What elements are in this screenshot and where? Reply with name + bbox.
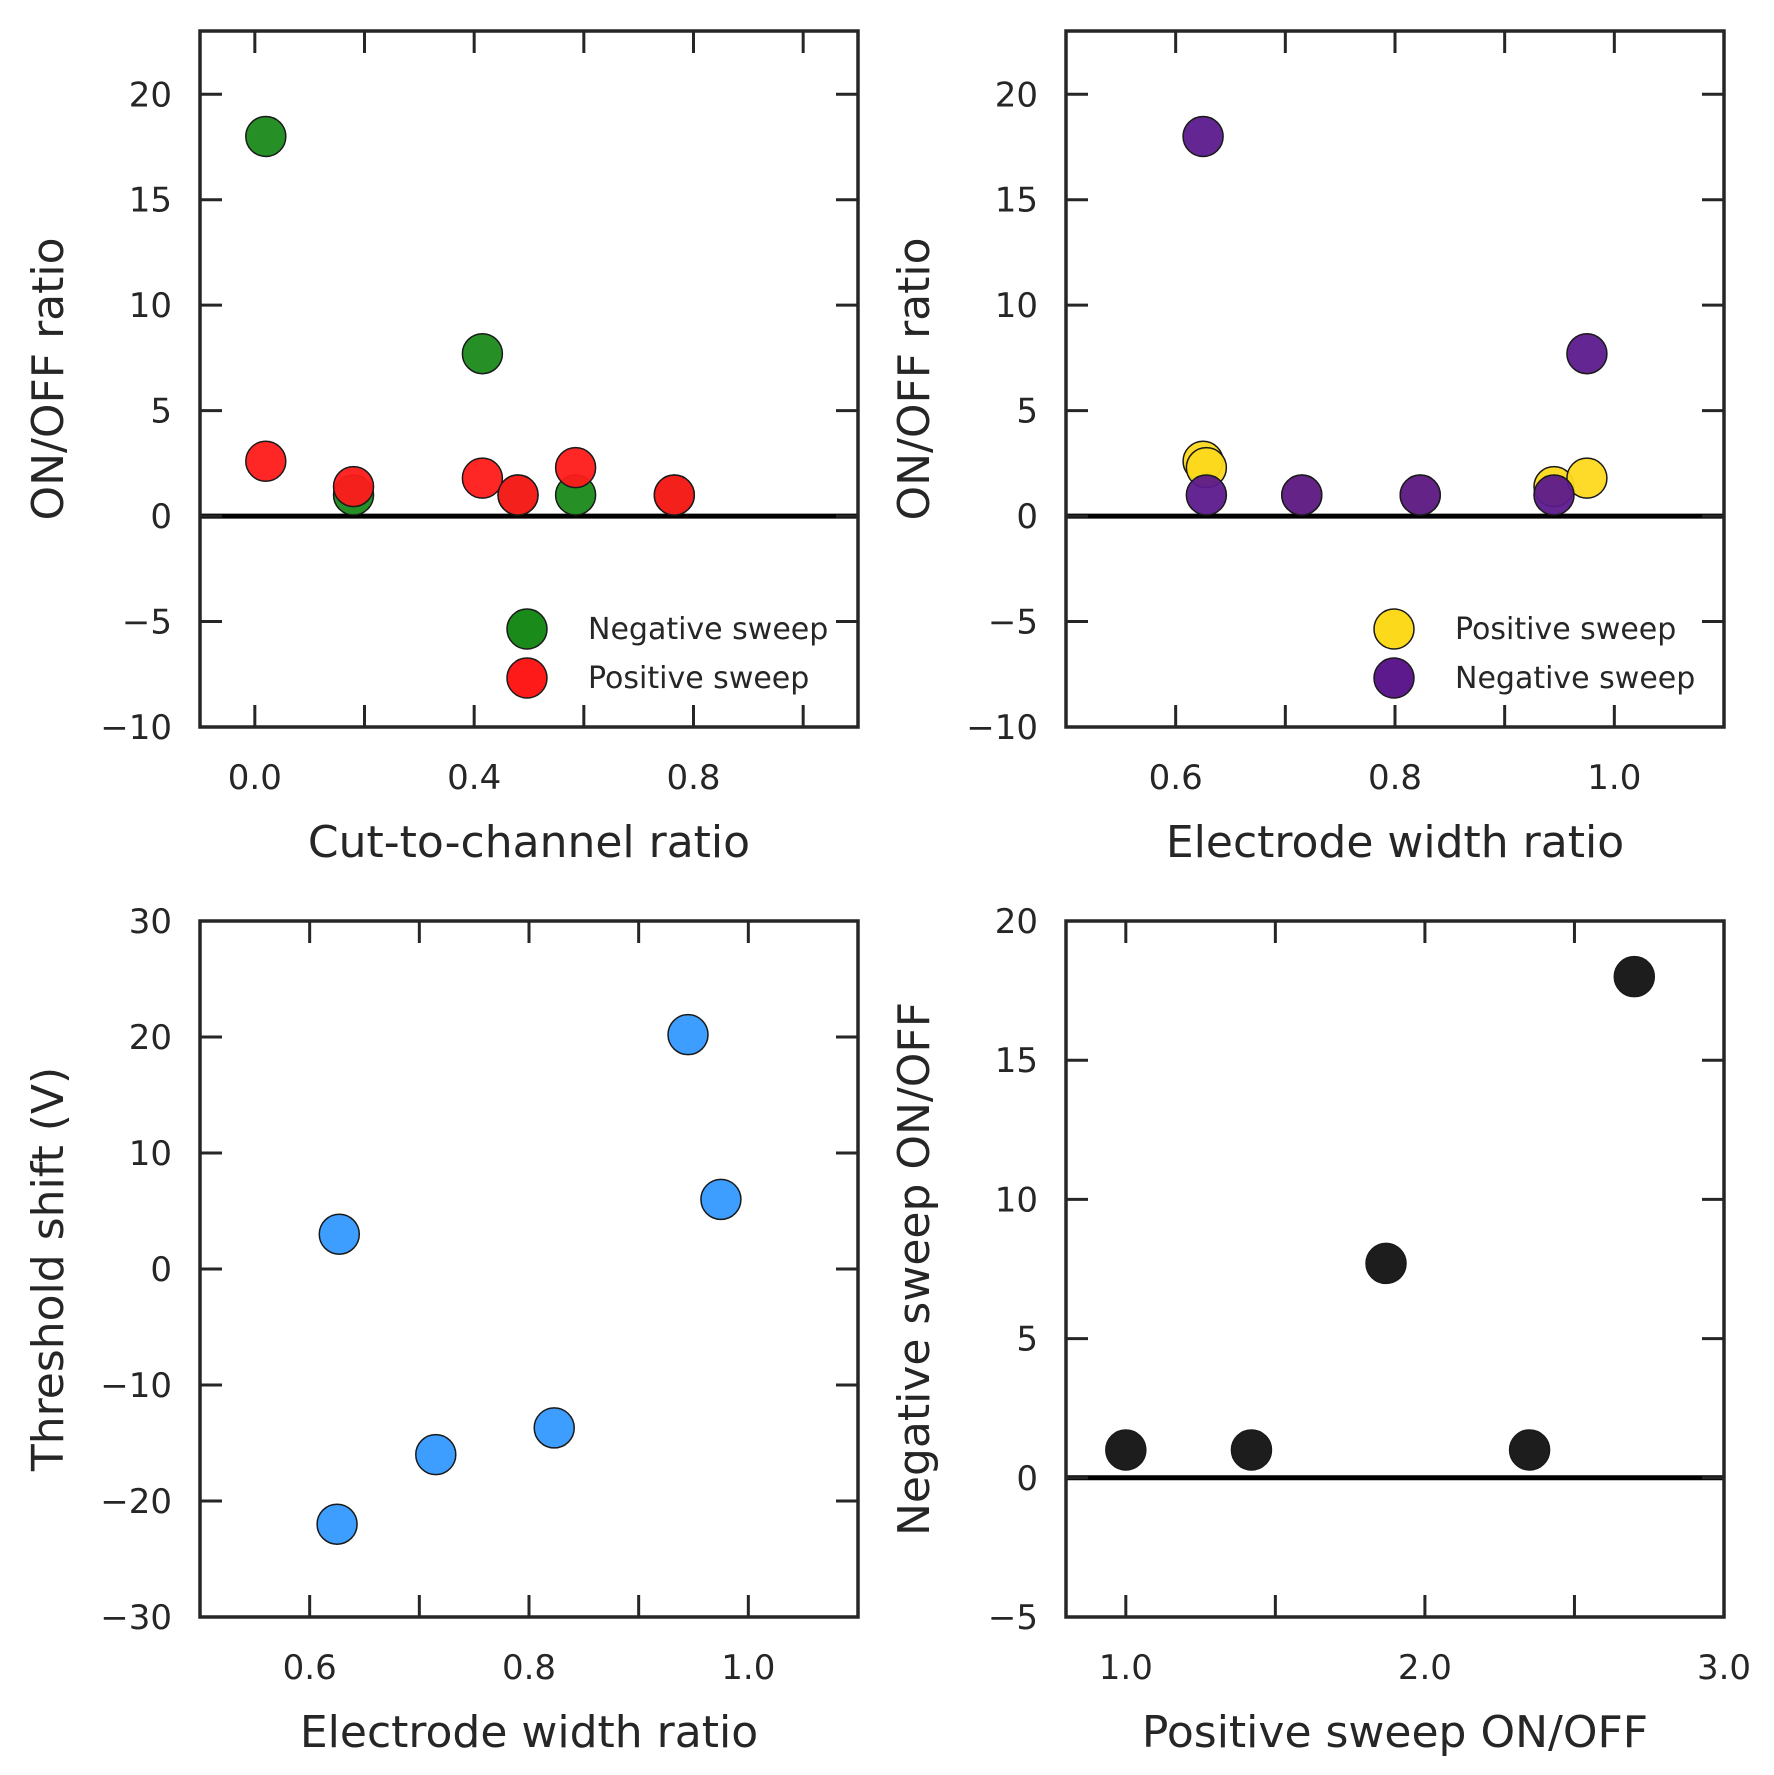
x-tick-label: 3.0 xyxy=(1697,1648,1751,1688)
series-1 xyxy=(1105,955,1656,1471)
data-point xyxy=(332,465,375,508)
data-point xyxy=(461,457,504,499)
y-tick-label: 0 xyxy=(1016,1459,1038,1499)
y-tick-label: −20 xyxy=(100,1482,172,1522)
y-tick-label: 15 xyxy=(995,181,1038,221)
data-point xyxy=(1185,474,1228,516)
x-tick-label: 0.6 xyxy=(1149,758,1203,798)
data-point xyxy=(1399,474,1441,516)
data-point xyxy=(245,115,287,158)
y-tick-label: 20 xyxy=(129,75,172,115)
y-tick-label: −5 xyxy=(988,603,1038,643)
y-tick-label: 0 xyxy=(150,1250,172,1290)
data-point xyxy=(1105,1429,1147,1471)
y-tick-label: 10 xyxy=(995,1180,1038,1220)
data-point xyxy=(497,474,539,516)
y-tick-label: −10 xyxy=(100,1366,172,1406)
data-point xyxy=(653,474,696,516)
y-tick-label: 30 xyxy=(129,902,172,942)
legend-marker xyxy=(506,608,548,650)
y-tick-label: 15 xyxy=(995,1041,1038,1081)
subplot-2: 0.6 0.8 1.0 −10 −5 0 5 10 15 20 Electrode width ra… xyxy=(889,29,1726,868)
legend: Positive sweep Negative sweep xyxy=(1373,608,1695,699)
y-tick-label: 20 xyxy=(129,1018,172,1058)
data-point xyxy=(1613,955,1656,998)
y-tick-label: −5 xyxy=(988,1598,1038,1638)
legend-entry: Negative sweep xyxy=(1455,661,1695,696)
x-axis-label: Electrode width ratio xyxy=(300,1707,758,1758)
data-point xyxy=(700,1178,742,1221)
y-tick-label: 0 xyxy=(150,497,172,537)
x-tick-label: 0.4 xyxy=(447,758,501,798)
y-axis-label: Negative sweep ON/OFF xyxy=(889,1002,940,1536)
y-tick-label: 10 xyxy=(129,286,172,326)
subplot-4: 1.0 2.0 3.0 −5 0 5 10 15 20 Positive sweep ON/OFF… xyxy=(889,902,1751,1758)
data-point xyxy=(1508,1429,1551,1471)
y-axis-label: Threshold shift (V) xyxy=(23,1067,74,1472)
y-tick-label: 10 xyxy=(129,1134,172,1174)
x-tick-label: 1.0 xyxy=(721,1648,775,1688)
y-axis-label: ON/OFF ratio xyxy=(889,237,940,520)
y-tick-label: 5 xyxy=(1016,1320,1038,1360)
plot-frame xyxy=(1064,919,1726,1619)
data-point xyxy=(554,446,597,489)
x-axis-label: Positive sweep ON/OFF xyxy=(1142,1707,1648,1758)
x-tick-label: 1.0 xyxy=(1587,758,1641,798)
y-tick-label: 5 xyxy=(150,392,172,432)
y-tick-label: −10 xyxy=(966,708,1038,748)
data-point xyxy=(1566,457,1608,499)
legend-entry: Negative sweep xyxy=(588,612,828,647)
legend-entry: Positive sweep xyxy=(1455,612,1676,647)
x-tick-label: 1.0 xyxy=(1099,1648,1153,1688)
y-axis-label: ON/OFF ratio xyxy=(23,237,74,520)
x-axis-label: Cut-to-channel ratio xyxy=(308,817,750,868)
legend: Negative sweep Positive sweep xyxy=(506,608,828,699)
series-1 xyxy=(245,115,696,516)
y-tick-label: 5 xyxy=(1016,392,1038,432)
series-1 xyxy=(316,1013,742,1545)
data-point xyxy=(316,1503,358,1545)
legend-marker xyxy=(506,657,548,699)
y-tick-label: −5 xyxy=(122,603,172,643)
data-point xyxy=(415,1433,457,1476)
data-point xyxy=(533,1407,575,1449)
plot-frame xyxy=(198,29,860,729)
x-tick-label: 0.0 xyxy=(228,758,282,798)
y-tick-label: 15 xyxy=(129,181,172,221)
series-2 xyxy=(245,440,696,516)
data-point xyxy=(1230,1429,1273,1471)
subplot-1: 0.0 0.4 0.8 −10 −5 0 5 10 15 20 Cut-to-channel rat… xyxy=(23,29,860,868)
data-point xyxy=(461,332,504,375)
data-point xyxy=(1281,474,1323,516)
legend-marker xyxy=(1373,608,1415,650)
data-point xyxy=(667,1013,709,1056)
x-tick-label: 0.6 xyxy=(283,1648,337,1688)
data-point xyxy=(245,440,287,483)
legend-marker xyxy=(1373,657,1415,699)
x-tick-label: 0.8 xyxy=(1368,758,1422,798)
data-point xyxy=(1533,474,1575,516)
data-point xyxy=(1365,1242,1407,1285)
data-point xyxy=(318,1213,361,1255)
x-tick-label: 0.8 xyxy=(502,1648,556,1688)
plot-frame xyxy=(198,919,860,1619)
y-tick-label: −10 xyxy=(100,708,172,748)
plot-frame xyxy=(1064,29,1726,729)
subplot-3: 0.6 0.8 1.0 −30 −20 −10 0 10 20 30 Electrode width… xyxy=(23,902,860,1758)
y-tick-label: −30 xyxy=(100,1598,172,1638)
y-tick-label: 0 xyxy=(1016,497,1038,537)
series-2 xyxy=(1182,115,1608,516)
x-axis-label: Electrode width ratio xyxy=(1166,817,1624,868)
legend-entry: Positive sweep xyxy=(588,661,809,696)
data-point xyxy=(1566,332,1608,375)
y-tick-label: 20 xyxy=(995,902,1038,942)
x-tick-label: 0.8 xyxy=(666,758,720,798)
x-tick-label: 2.0 xyxy=(1398,1648,1452,1688)
data-point xyxy=(1182,115,1224,158)
y-tick-label: 20 xyxy=(995,75,1038,115)
y-tick-label: 10 xyxy=(995,286,1038,326)
